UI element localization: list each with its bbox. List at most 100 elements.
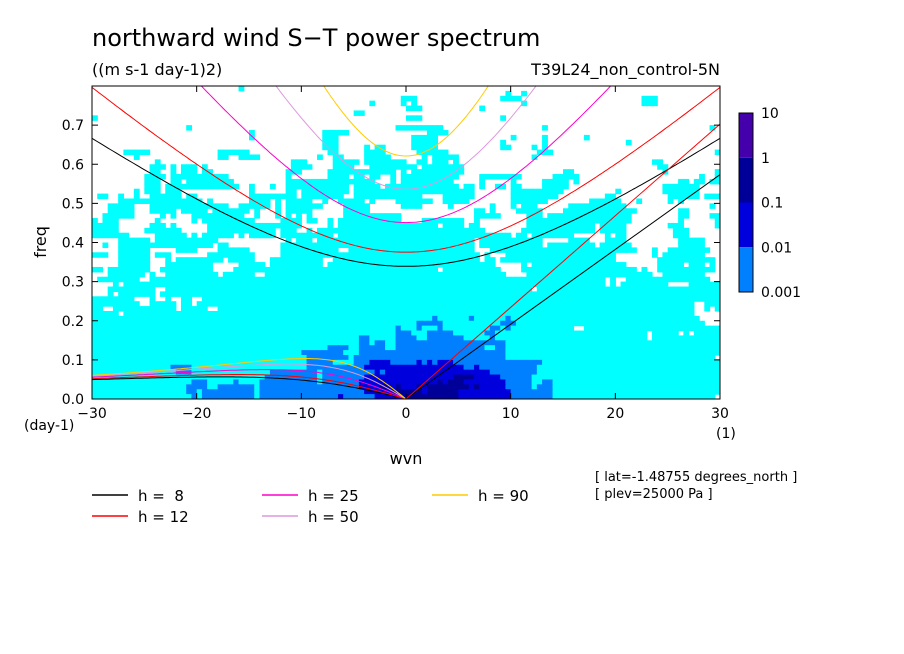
heatmap-cell (672, 262, 679, 268)
heatmap-cell (327, 296, 334, 302)
heatmap-cell (641, 325, 648, 332)
heatmap-cell (620, 325, 627, 332)
heatmap-cell (552, 325, 559, 332)
heatmap-cell (144, 335, 151, 341)
heatmap-cell (374, 315, 381, 322)
heatmap-cell (599, 335, 606, 341)
rossby-wave-curve (92, 363, 407, 399)
heatmap-cell (301, 242, 308, 248)
heatmap-cell (327, 325, 334, 332)
heatmap-cell (625, 301, 632, 307)
heatmap-cell (175, 394, 182, 399)
heatmap-cell (222, 232, 229, 239)
heatmap-cell (610, 237, 616, 244)
heatmap-cell (128, 354, 135, 361)
heatmap-cell (631, 208, 637, 214)
heatmap-cell (358, 271, 365, 278)
heatmap-cell (133, 364, 140, 371)
heatmap-cell (610, 227, 616, 234)
heatmap-cell (364, 262, 370, 268)
heatmap-cell (573, 286, 580, 293)
heatmap-cell (646, 325, 653, 332)
heatmap-cell (568, 306, 575, 312)
heatmap-cell (484, 266, 491, 273)
heatmap-cell (97, 301, 104, 307)
heatmap-cell (406, 330, 412, 337)
heatmap-cell (306, 183, 313, 190)
heatmap-cell (369, 257, 376, 263)
heatmap-cell (463, 247, 470, 253)
heatmap-cell (374, 350, 381, 356)
heatmap-cell (432, 345, 438, 351)
heatmap-cell (343, 281, 350, 288)
heatmap-cell (385, 242, 391, 248)
heatmap-cell (442, 320, 449, 327)
heatmap-cell (631, 359, 637, 366)
heatmap-cell (133, 188, 140, 195)
heatmap-cell (468, 330, 475, 337)
heatmap-cell (217, 350, 224, 356)
heatmap-cell (662, 310, 669, 317)
heatmap-cell (191, 247, 198, 253)
legend-label: h = 50 (308, 508, 359, 526)
heatmap-cell (552, 281, 559, 288)
heatmap-cell (358, 330, 365, 337)
heatmap-cell (557, 315, 564, 322)
heatmap-cell (552, 252, 559, 258)
heatmap-cell (327, 369, 334, 376)
heatmap-cell (238, 203, 245, 209)
heatmap-cell (149, 345, 156, 351)
heatmap-cell (615, 222, 622, 229)
heatmap-cell (311, 301, 318, 307)
heatmap-cell (379, 252, 386, 258)
heatmap-cell (563, 374, 569, 381)
heatmap-cell (175, 242, 182, 248)
heatmap-cell (442, 394, 449, 399)
heatmap-cell (133, 149, 140, 156)
heatmap-cell (453, 154, 459, 160)
heatmap-cell (484, 296, 491, 302)
heatmap-cell (458, 271, 465, 278)
heatmap-cell (385, 159, 391, 165)
heatmap-cell (395, 159, 402, 165)
heatmap-cell (547, 359, 554, 366)
heatmap-cell (296, 306, 302, 312)
heatmap-cell (646, 306, 653, 312)
heatmap-cell (536, 291, 543, 297)
heatmap-cell (201, 345, 208, 351)
heatmap-cell (542, 345, 548, 351)
heatmap-cell (453, 320, 459, 327)
heatmap-cell (154, 379, 161, 385)
heatmap-cell (442, 242, 449, 248)
heatmap-cell (453, 257, 459, 263)
heatmap-cell (337, 354, 344, 361)
heatmap-cell (191, 394, 198, 399)
heatmap-cell (578, 369, 585, 376)
heatmap-cell (97, 359, 104, 366)
heatmap-cell (332, 389, 339, 395)
heatmap-cell (280, 301, 287, 307)
heatmap-cell (112, 354, 119, 361)
heatmap-cell (563, 227, 569, 234)
heatmap-cell (458, 198, 465, 204)
heatmap-cell (207, 330, 213, 337)
heatmap-cell (474, 350, 480, 356)
heatmap-cell (217, 359, 224, 366)
heatmap-cell (494, 174, 501, 180)
heatmap-cell (657, 374, 664, 381)
heatmap-cell (552, 276, 559, 283)
heatmap-cell (667, 266, 674, 273)
heatmap-cell (416, 374, 423, 381)
heatmap-cell (207, 310, 213, 317)
heatmap-cell (97, 374, 104, 381)
heatmap-cell (615, 335, 622, 341)
heatmap-cell (369, 301, 376, 307)
heatmap-cell (494, 213, 501, 219)
heatmap-cell (474, 315, 480, 322)
heatmap-cell (500, 257, 507, 263)
heatmap-cell (693, 262, 700, 268)
heatmap-cell (249, 325, 255, 332)
heatmap-cell (306, 345, 313, 351)
heatmap-cell (683, 320, 690, 327)
heatmap-cell (201, 384, 208, 390)
